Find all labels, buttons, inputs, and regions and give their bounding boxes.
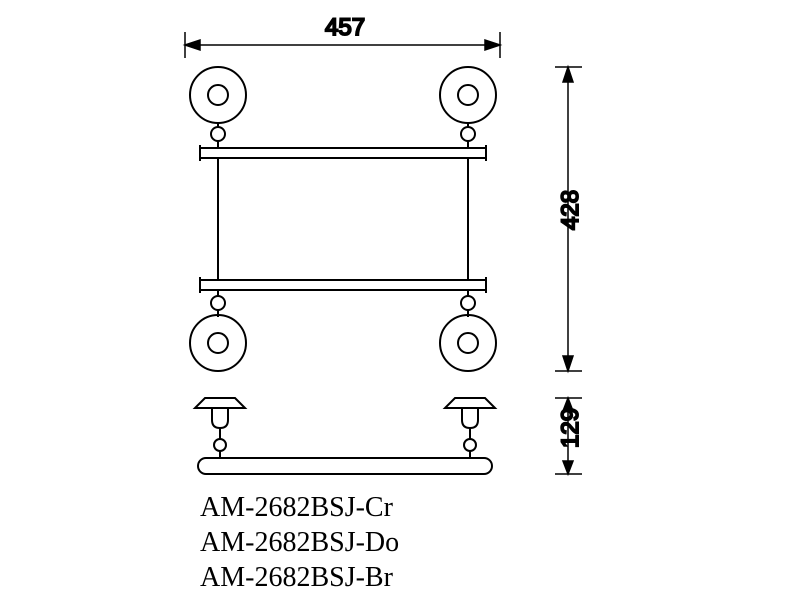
top-view bbox=[195, 398, 495, 474]
product-code-list: AM-2682BSJ-Cr AM-2682BSJ-Do AM-2682BSJ-B… bbox=[200, 490, 399, 595]
dim-width-text: 457 bbox=[325, 14, 365, 41]
mount-bottom-right bbox=[440, 315, 496, 371]
dim-height-text: 428 bbox=[557, 190, 584, 230]
technical-drawing: 457 bbox=[0, 0, 800, 600]
product-code: AM-2682BSJ-Br bbox=[200, 560, 399, 595]
front-view bbox=[190, 67, 496, 371]
mount-top-right bbox=[440, 67, 496, 148]
mount-bottom-left bbox=[190, 315, 246, 371]
dim-depth-text: 129 bbox=[557, 408, 584, 448]
mount-top-left bbox=[190, 67, 246, 148]
product-code: AM-2682BSJ-Cr bbox=[200, 490, 399, 525]
product-code: AM-2682BSJ-Do bbox=[200, 525, 399, 560]
